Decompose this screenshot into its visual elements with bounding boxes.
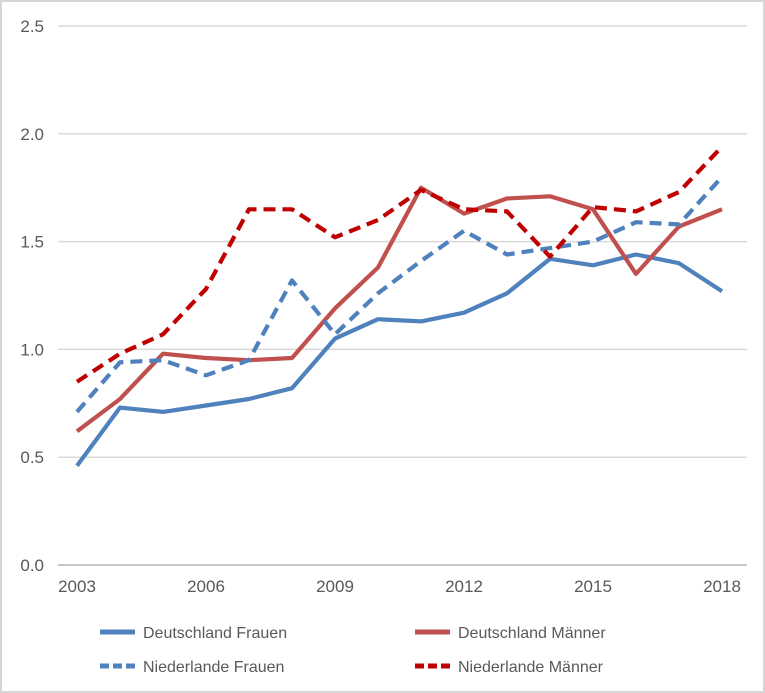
- series-line-niederlande-frauen: [75, 175, 724, 414]
- x-tick-label: 2012: [445, 577, 483, 596]
- legend-label-niederlande-manner: Niederlande Männer: [458, 659, 604, 676]
- y-tick-label: 0.5: [20, 448, 44, 467]
- series-line-deutschland-frauen: [75, 252, 724, 468]
- y-tick-label: 2.0: [20, 125, 44, 144]
- legend-label-deutschland-frauen: Deutschland Frauen: [143, 625, 287, 642]
- x-tick-label: 2009: [316, 577, 354, 596]
- x-tick-label: 2018: [703, 577, 741, 596]
- x-tick-label: 2006: [187, 577, 225, 596]
- y-tick-label: 0.0: [20, 556, 44, 575]
- legend-label-deutschland-manner: Deutschland Männer: [458, 625, 606, 642]
- series-line-niederlande-manner: [75, 145, 724, 384]
- y-tick-label: 1.0: [20, 340, 44, 359]
- series-line-deutschland-manner: [75, 185, 723, 433]
- y-tick-label: 1.5: [20, 233, 44, 252]
- x-tick-label: 2003: [58, 577, 96, 596]
- y-tick-label: 2.5: [20, 17, 44, 36]
- legend-label-niederlande-frauen: Niederlande Frauen: [143, 659, 284, 676]
- x-tick-label: 2015: [574, 577, 612, 596]
